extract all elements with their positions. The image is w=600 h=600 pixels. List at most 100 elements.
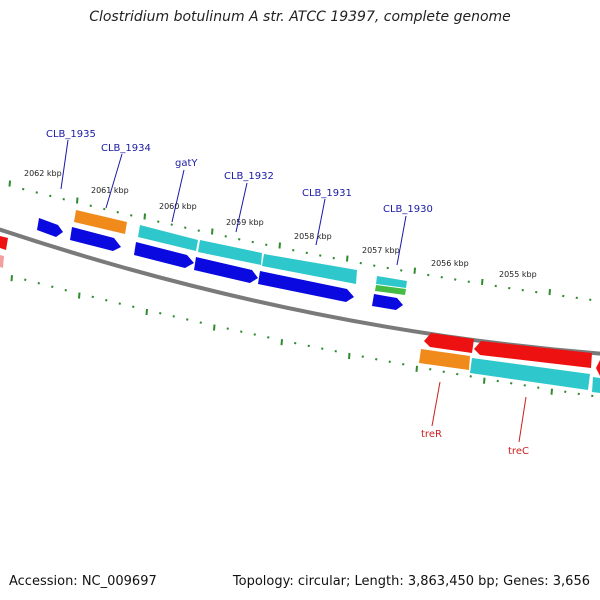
minor-tick [49,194,52,198]
minor-tick [456,372,459,376]
major-tick [280,339,283,346]
gene-labels-forward: CLB_1935 CLB_1934 gatY CLB_1932 CLB_1931… [46,129,433,215]
major-tick [481,278,484,285]
cds-arrow[interactable] [258,271,354,302]
minor-tick [103,207,106,211]
cds-arrow[interactable] [70,227,121,251]
scale-label-2055: 2055 kbp [499,270,537,279]
minor-tick [224,235,227,238]
minor-tick [537,386,540,389]
minor-tick [305,251,308,255]
cds-arrow[interactable] [74,210,127,234]
cds-arrow[interactable] [37,218,63,237]
major-tick [76,197,79,204]
minor-tick [292,248,295,252]
minor-tick [159,311,162,315]
minor-tick [429,368,432,371]
cds-arrow[interactable] [419,349,470,370]
cds-arrow[interactable] [596,360,600,376]
minor-tick [589,298,592,301]
minor-tick [294,341,297,345]
major-tick [415,365,418,372]
scale-label-2062: 2062 kbp [24,169,62,178]
minor-tick [130,214,133,217]
minor-tick [321,347,324,350]
minor-tick [51,285,54,288]
minor-tick [157,220,160,223]
scale-label-2058: 2058 kbp [294,232,332,241]
cds-arrow[interactable] [470,358,590,390]
minor-tick [494,284,497,288]
cds-arrow[interactable] [194,257,258,283]
cds-arrow[interactable] [592,377,600,393]
gene-label-clb-1930[interactable]: CLB_1930 [383,204,433,215]
cds-arrow[interactable] [0,255,4,268]
minor-tick [35,191,38,194]
cds-arrow[interactable] [375,285,406,295]
minor-tick [400,269,403,272]
major-tick [143,213,146,220]
minor-tick [469,375,472,378]
cds-arrow[interactable] [376,276,407,288]
cds-arrow[interactable] [372,294,403,310]
cds-arrow[interactable] [0,236,8,250]
gene-label-clb-1932[interactable]: CLB_1932 [224,171,274,182]
minor-tick [535,290,538,294]
genome-summary-text: Topology: circular; Length: 3,863,450 bp… [232,574,590,589]
minor-tick [332,256,335,260]
gene-labels-reverse: treR treC [421,429,529,457]
scale-label-2057: 2057 kbp [362,246,400,255]
major-tick [550,388,553,395]
minor-tick [577,392,580,396]
minor-tick [253,333,256,336]
minor-tick [375,357,378,361]
major-tick [145,308,148,316]
minor-tick [427,273,430,277]
minor-tick [89,204,92,208]
minor-tick [64,288,67,292]
reverse-genes [0,255,600,393]
cds-arrow[interactable] [424,333,474,353]
minor-tick [373,264,376,267]
minor-tick [562,294,565,298]
gene-label-clb-1931[interactable]: CLB_1931 [302,188,352,199]
minor-tick [454,278,457,281]
minor-tick [334,350,337,353]
scale-label-2061: 2061 kbp [91,186,129,195]
scale-label-2060: 2060 kbp [159,202,197,211]
gene-label-clb-1935[interactable]: CLB_1935 [46,129,96,140]
minor-tick [564,390,567,394]
gene-label-trec[interactable]: treC [508,446,529,457]
major-tick [213,324,216,331]
major-tick [8,180,11,187]
cds-arrow[interactable] [262,254,357,284]
major-tick [548,289,551,296]
minor-tick [37,281,40,285]
scale-labels: 2062 kbp 2061 kbp 2060 kbp 2059 kbp 2058… [24,169,537,279]
minor-tick [496,379,499,383]
major-tick [413,267,416,274]
minor-tick [510,381,513,385]
reverse-scale-ticks [10,275,594,398]
gene-label-clb-1934[interactable]: CLB_1934 [101,143,151,154]
gene-label-gaty[interactable]: gatY [175,158,198,169]
cds-arrow[interactable] [138,225,198,251]
minor-tick [361,355,364,358]
minor-tick [442,370,445,373]
label-leaders-reverse [431,381,527,443]
minor-tick [591,394,594,398]
gene-label-trer[interactable]: treR [421,429,442,440]
minor-tick [267,336,270,339]
minor-tick [240,330,243,333]
scale-label-2059: 2059 kbp [226,218,264,227]
cds-arrow[interactable] [198,240,262,265]
major-tick [10,275,13,282]
minor-tick [359,261,362,265]
cds-arrow[interactable] [474,341,592,368]
cds-arrow[interactable] [134,242,194,268]
minor-tick [22,187,25,191]
minor-tick [172,315,175,318]
minor-tick [238,237,241,241]
forward-scale-ticks [8,180,592,301]
minor-tick [467,280,470,283]
